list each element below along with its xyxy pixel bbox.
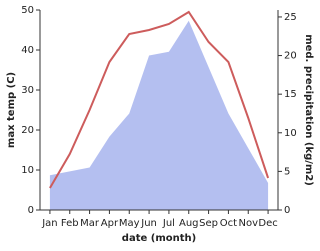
x-tick-label: Sep [199, 218, 218, 229]
x-tick-label: Dec [258, 218, 277, 229]
x-tick-label: Aug [179, 218, 199, 229]
y2-tick-label: 0 [284, 205, 290, 216]
y2-tick-label: 25 [284, 12, 297, 23]
precipitation-area [49, 20, 269, 211]
chart: date (month) max temp (C) med. precipita… [6, 5, 314, 244]
x-tick-label: Oct [220, 218, 237, 229]
y-tick-label: 10 [21, 165, 34, 176]
y2-tick-label: 20 [284, 51, 297, 62]
x-tick-label: Apr [101, 218, 119, 229]
x-axis-label: date (month) [122, 233, 196, 244]
y-tick-label: 30 [21, 85, 34, 96]
x-tick-label: Feb [61, 218, 79, 229]
y-tick-label: 20 [21, 125, 34, 136]
y-tick-label: 0 [28, 205, 34, 216]
y2-tick-label: 5 [284, 166, 290, 177]
y-tick-label: 50 [21, 5, 34, 16]
y2-tick-label: 10 [284, 128, 297, 139]
x-tick-label: Nov [238, 218, 258, 229]
temp-line [49, 10, 270, 189]
y2-tick-label: 15 [284, 89, 297, 100]
y-axis-label: max temp (C) [6, 72, 17, 148]
x-tick-label: May [119, 218, 140, 229]
y-tick-label: 40 [21, 45, 34, 56]
x-tick-label: Jul [162, 218, 175, 229]
y2-axis-label: med. precipitation (kg/m2) [303, 34, 314, 186]
x-tick-label: Mar [80, 218, 100, 229]
x-tick-label: Jan [41, 218, 57, 229]
x-tick-label: Jun [140, 218, 157, 229]
